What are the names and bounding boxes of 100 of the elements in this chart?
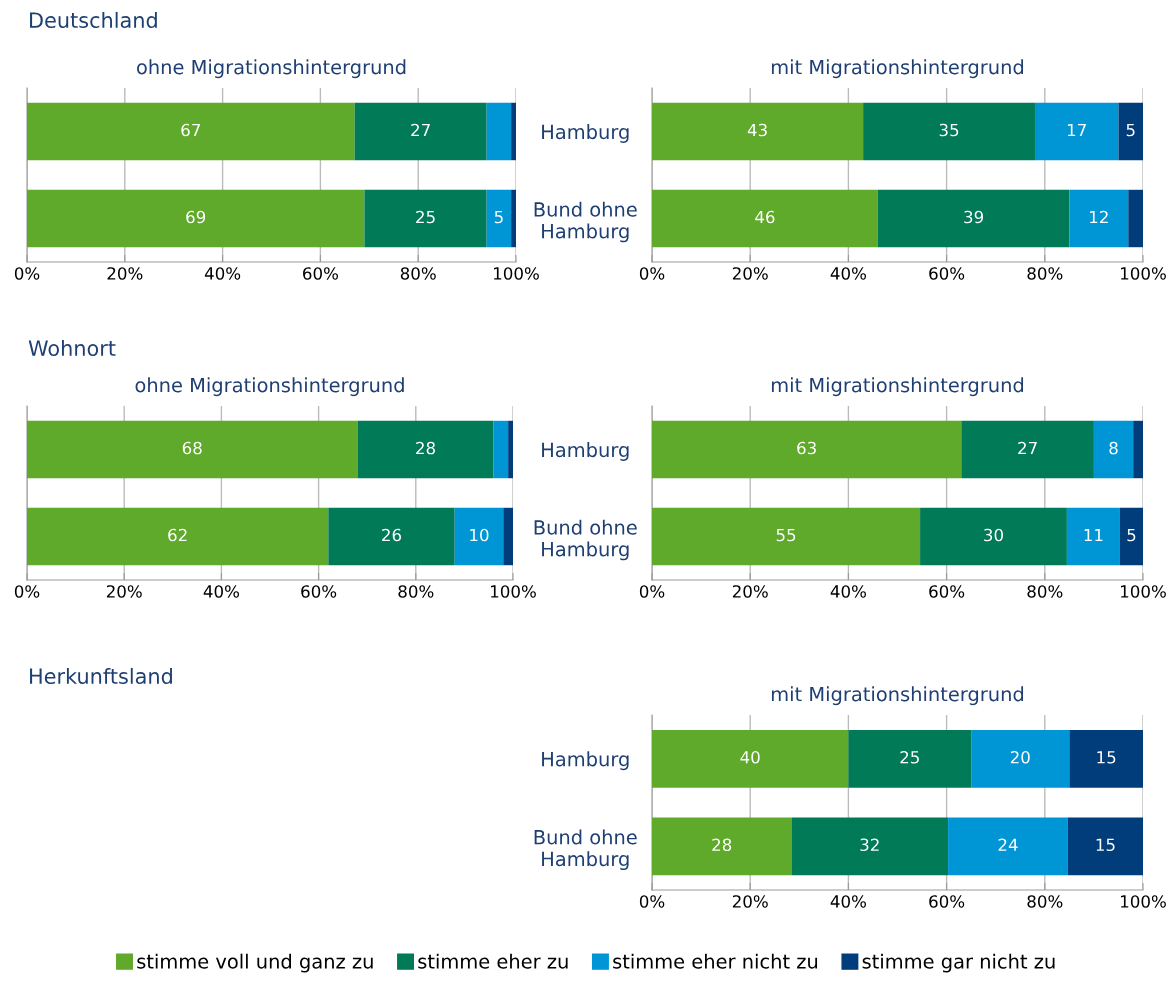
data-label: 5 <box>494 210 503 224</box>
bar <box>1067 817 1143 876</box>
chart-title: mit Migrationshintergrund <box>771 377 1024 397</box>
bar <box>971 729 1070 788</box>
legend-label: stimme gar nicht zu <box>862 953 1055 973</box>
x-tick-label: 100% <box>491 585 536 598</box>
data-label: 69 <box>186 210 206 224</box>
data-label: 46 <box>755 210 775 224</box>
x-tick-label: 40% <box>203 585 239 598</box>
data-label: 27 <box>1018 441 1037 455</box>
data-label: 10 <box>470 528 489 542</box>
y-tick-label: Hamburg <box>542 442 629 461</box>
data-label: 8 <box>1109 441 1118 455</box>
x-tick-label: 40% <box>204 267 241 280</box>
data-label: 5 <box>1127 528 1136 542</box>
data-label: 25 <box>416 210 435 224</box>
bar <box>486 102 512 161</box>
x-tick-label: 60% <box>929 895 965 908</box>
bar <box>848 729 972 788</box>
data-label: 68 <box>182 441 202 455</box>
x-tick-label: 0% <box>14 267 40 280</box>
legend-label: stimme eher zu <box>418 953 568 969</box>
bar <box>27 420 358 479</box>
x-tick-label: 100% <box>1121 267 1166 280</box>
bar <box>354 102 487 161</box>
data-label: 15 <box>1097 751 1116 764</box>
data-label: 15 <box>1096 838 1115 852</box>
legend-label: stimme voll und ganz zu <box>137 953 373 973</box>
data-label: 43 <box>747 123 767 137</box>
bar <box>652 817 792 876</box>
bar <box>1069 189 1129 248</box>
data-label: 55 <box>776 528 796 542</box>
bar <box>920 507 1067 566</box>
x-tick-label: 80% <box>1027 895 1063 908</box>
data-label: 27 <box>411 123 430 137</box>
bar <box>503 507 513 566</box>
bar <box>508 420 513 479</box>
bar <box>1119 507 1143 566</box>
bar <box>1069 729 1143 788</box>
bar <box>652 102 864 161</box>
bar <box>511 189 516 248</box>
bar <box>511 102 516 161</box>
data-label: 30 <box>984 528 1003 542</box>
data-label: 11 <box>1084 528 1103 542</box>
bar <box>652 189 878 248</box>
legend-label: stimme eher nicht zu <box>613 953 818 969</box>
x-tick-label: 20% <box>732 895 768 908</box>
text: Wohnort <box>28 339 116 357</box>
data-label: 17 <box>1067 123 1086 137</box>
data-label: 32 <box>860 838 879 852</box>
data-label: 63 <box>797 441 816 455</box>
x-tick-label: 20% <box>732 267 768 280</box>
bar <box>364 189 487 248</box>
bar <box>454 507 504 566</box>
chart-title: mit Migrationshintergrund <box>771 686 1024 706</box>
chart-title: mit Migrationshintergrund <box>771 59 1024 79</box>
bar <box>863 102 1035 161</box>
bar <box>357 420 494 479</box>
data-label: 28 <box>712 838 732 852</box>
y-tick-label: Bund ohne Hamburg <box>534 201 637 243</box>
data-label: 5 <box>1126 123 1135 137</box>
y-tick-label: Hamburg <box>542 124 629 143</box>
bar <box>652 420 962 479</box>
x-tick-label: 80% <box>398 585 434 598</box>
y-tick-label: Bund ohne Hamburg <box>534 519 637 561</box>
x-tick-label: 20% <box>106 585 142 598</box>
x-tick-label: 60% <box>929 267 965 280</box>
x-tick-label: 40% <box>830 267 866 280</box>
x-tick-label: 0% <box>14 585 40 598</box>
bar <box>328 507 455 566</box>
data-label: 62 <box>168 528 187 542</box>
x-tick-label: 100% <box>494 267 539 280</box>
x-tick-label: 40% <box>830 585 866 598</box>
x-tick-label: 0% <box>639 585 665 598</box>
bar <box>652 729 849 788</box>
chart-title: ohne Migrationshintergrund <box>135 377 404 397</box>
bar <box>791 817 949 876</box>
text: Herkunftsland <box>30 667 172 685</box>
bar <box>27 507 329 566</box>
bar <box>493 420 509 479</box>
bar <box>1133 420 1143 479</box>
data-label: 20 <box>1010 750 1030 764</box>
bar <box>948 817 1068 876</box>
x-tick-label: 20% <box>732 585 768 598</box>
bar <box>1128 189 1143 248</box>
x-tick-label: 0% <box>639 267 665 280</box>
bar <box>1093 420 1134 479</box>
bar <box>27 102 355 161</box>
data-label: 35 <box>939 123 959 137</box>
x-tick-label: 60% <box>303 267 338 280</box>
bar <box>1118 102 1143 161</box>
data-label: 40 <box>740 750 760 764</box>
x-tick-label: 100% <box>1121 895 1166 908</box>
x-tick-label: 60% <box>929 585 965 598</box>
bar <box>1066 507 1120 566</box>
data-label: 25 <box>900 750 919 764</box>
data-label: 12 <box>1090 210 1108 224</box>
x-tick-label: 80% <box>400 267 436 280</box>
bar <box>652 507 921 566</box>
data-label: 67 <box>181 123 200 137</box>
